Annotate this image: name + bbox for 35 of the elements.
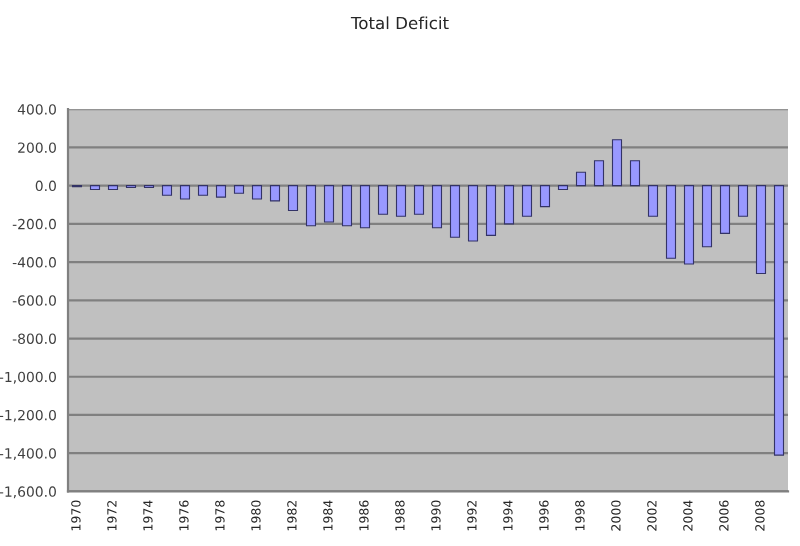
bar xyxy=(629,160,641,187)
bar xyxy=(611,139,623,187)
bar xyxy=(413,185,425,215)
bar xyxy=(755,185,767,275)
bar xyxy=(485,185,497,236)
bar xyxy=(179,185,191,200)
bar xyxy=(161,185,173,196)
bar xyxy=(359,185,371,229)
bar xyxy=(197,185,209,196)
bar xyxy=(521,185,533,217)
bar xyxy=(305,185,317,227)
bar xyxy=(683,185,695,265)
bar xyxy=(269,185,281,202)
chart-title: Total Deficit xyxy=(350,16,449,30)
bar xyxy=(737,185,749,217)
bar xyxy=(233,185,245,194)
bar xyxy=(773,185,785,456)
bar xyxy=(449,185,461,238)
bar xyxy=(647,185,659,217)
bar xyxy=(503,185,515,225)
bar xyxy=(539,185,551,208)
bar xyxy=(575,171,587,187)
bar xyxy=(593,160,605,187)
bar xyxy=(377,185,389,215)
bar xyxy=(431,185,443,229)
bar xyxy=(719,185,731,234)
bar xyxy=(395,185,407,217)
bar xyxy=(467,185,479,242)
bar xyxy=(701,185,713,248)
bar xyxy=(341,185,353,227)
bar xyxy=(323,185,335,223)
bar xyxy=(665,185,677,259)
bar xyxy=(287,185,299,212)
bar xyxy=(215,185,227,198)
bar xyxy=(251,185,263,200)
